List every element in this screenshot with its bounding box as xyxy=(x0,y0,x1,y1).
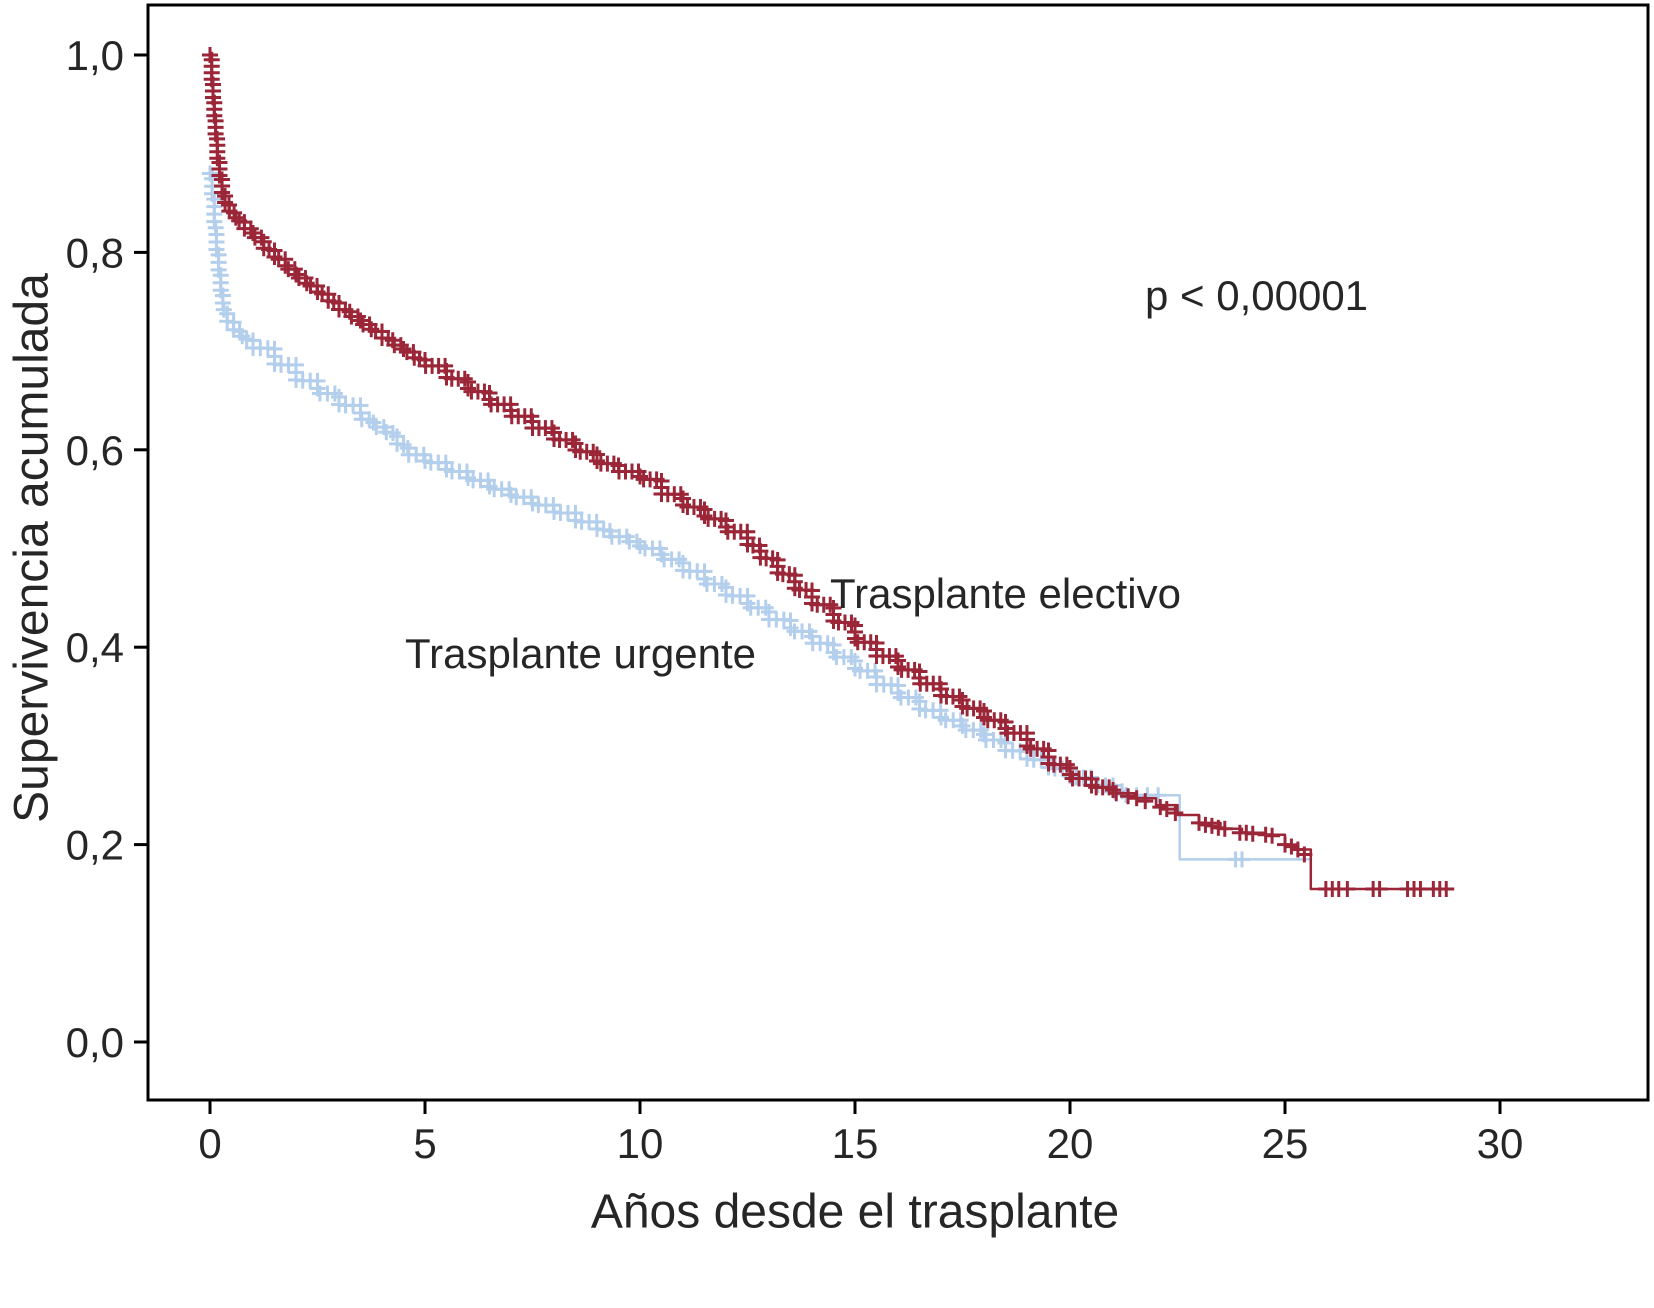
x-axis-title: Años desde el trasplante xyxy=(590,1185,1120,1239)
y-axis-title: Supervivencia acumulada xyxy=(5,273,59,823)
svg-text:0,6: 0,6 xyxy=(66,427,124,474)
svg-text:0,8: 0,8 xyxy=(66,229,124,276)
svg-text:15: 15 xyxy=(832,1120,879,1167)
svg-text:0,4: 0,4 xyxy=(66,624,124,671)
svg-text:0,2: 0,2 xyxy=(66,822,124,869)
svg-text:1,0: 1,0 xyxy=(66,32,124,79)
svg-text:5: 5 xyxy=(413,1120,436,1167)
p-value-annotation: p < 0,00001 xyxy=(1145,272,1369,319)
svg-text:20: 20 xyxy=(1047,1120,1094,1167)
series-label-trasplante-electivo: Trasplante electivo xyxy=(830,570,1181,617)
svg-text:25: 25 xyxy=(1262,1120,1309,1167)
svg-text:0,0: 0,0 xyxy=(66,1019,124,1066)
series-label-trasplante-urgente: Trasplante urgente xyxy=(405,630,756,677)
svg-text:10: 10 xyxy=(617,1120,664,1167)
svg-text:0: 0 xyxy=(198,1120,221,1167)
svg-text:30: 30 xyxy=(1477,1120,1524,1167)
